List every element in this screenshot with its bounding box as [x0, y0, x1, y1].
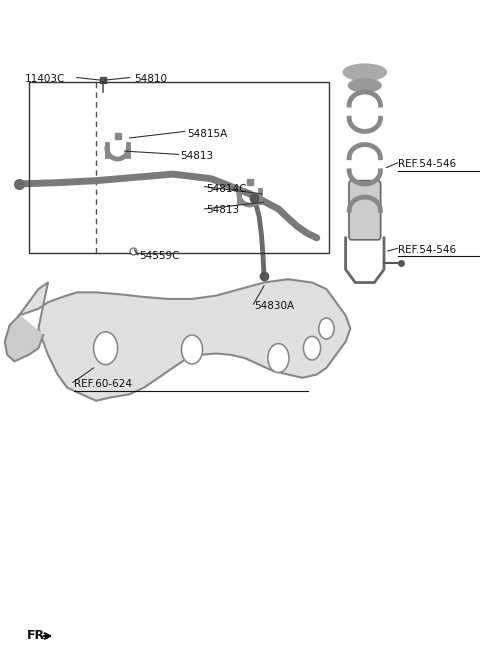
Text: 54813: 54813: [180, 151, 213, 162]
Text: 54830A: 54830A: [254, 300, 295, 311]
Text: 54559C: 54559C: [139, 251, 180, 261]
Polygon shape: [19, 279, 350, 401]
Bar: [29, 82, 329, 253]
Circle shape: [181, 335, 203, 364]
Circle shape: [303, 336, 321, 360]
Text: 54813: 54813: [206, 205, 240, 215]
Text: REF.54-546: REF.54-546: [398, 159, 456, 170]
Text: 54815A: 54815A: [187, 129, 228, 139]
FancyBboxPatch shape: [349, 181, 381, 240]
Circle shape: [94, 332, 118, 365]
Circle shape: [268, 344, 289, 373]
Circle shape: [319, 318, 334, 339]
Text: REF.60-624: REF.60-624: [74, 379, 132, 390]
Text: 54810: 54810: [134, 74, 168, 84]
Polygon shape: [5, 315, 43, 361]
Text: FR.: FR.: [26, 629, 49, 643]
Ellipse shape: [348, 79, 381, 92]
Ellipse shape: [343, 64, 386, 80]
Text: 11403C: 11403C: [24, 74, 65, 84]
Text: 54814C: 54814C: [206, 183, 247, 194]
Text: REF.54-546: REF.54-546: [398, 244, 456, 255]
